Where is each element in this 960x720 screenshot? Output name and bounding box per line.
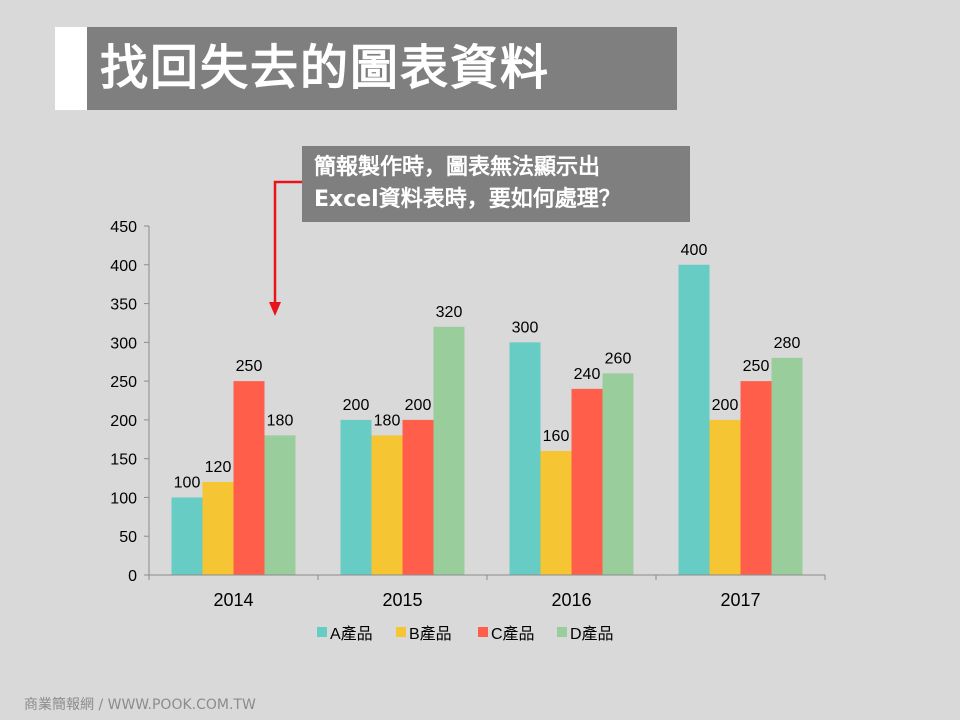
data-label: 240 <box>574 366 601 383</box>
legend-label: B產品 <box>409 625 452 643</box>
y-tick-label: 250 <box>110 374 137 391</box>
bar <box>678 264 710 575</box>
y-tick-label: 350 <box>110 297 137 314</box>
bar <box>233 381 265 575</box>
bar <box>602 373 634 575</box>
data-label: 300 <box>512 319 539 336</box>
data-label: 250 <box>236 358 263 375</box>
slide-title: 找回失去的圖表資料 <box>100 40 551 96</box>
data-label: 400 <box>681 242 708 259</box>
bar <box>571 388 603 575</box>
x-tick-label: 2016 <box>551 590 591 610</box>
x-tick-label: 2017 <box>720 590 760 610</box>
data-label: 120 <box>205 459 232 476</box>
bar <box>540 450 572 575</box>
legend-swatch <box>396 627 406 637</box>
callout-line-2: Excel資料表時，要如何處理？ <box>314 187 621 212</box>
data-label: 260 <box>605 350 632 367</box>
y-tick-label: 100 <box>110 490 137 507</box>
callout-line-1: 簡報製作時，圖表無法顯示出 <box>314 155 601 180</box>
bar <box>771 357 803 575</box>
x-tick-label: 2014 <box>213 590 253 610</box>
bar <box>264 435 296 575</box>
footer-credit: 商業簡報網 / WWW.POOK.COM.TW <box>24 697 256 713</box>
data-label: 320 <box>436 304 463 321</box>
bar <box>402 419 434 575</box>
callout-box: 簡報製作時，圖表無法顯示出 Excel資料表時，要如何處理？ <box>302 146 690 222</box>
data-label: 200 <box>405 397 432 414</box>
bar <box>509 342 541 575</box>
legend-swatch <box>478 627 488 637</box>
y-tick-label: 450 <box>110 219 137 236</box>
title-accent-block <box>55 27 87 110</box>
legend-swatch <box>317 627 327 637</box>
y-tick-label: 300 <box>110 335 137 352</box>
data-label: 180 <box>374 412 401 429</box>
legend-label: D產品 <box>570 625 614 643</box>
bar <box>171 497 203 575</box>
data-label: 200 <box>712 397 739 414</box>
legend-label: A產品 <box>330 625 373 643</box>
bar <box>709 419 741 575</box>
bar <box>433 326 465 575</box>
callout-arrow-line <box>273 180 302 304</box>
data-label: 100 <box>174 474 201 491</box>
y-tick-label: 150 <box>110 452 137 469</box>
data-label: 250 <box>743 358 770 375</box>
x-tick-label: 2015 <box>382 590 422 610</box>
bar <box>202 481 234 575</box>
legend-label: C產品 <box>491 625 535 643</box>
y-tick-label: 400 <box>110 258 137 275</box>
y-tick-label: 0 <box>128 568 137 585</box>
bar <box>740 381 772 575</box>
legend-swatch <box>557 627 567 637</box>
bar <box>371 435 403 575</box>
arrow-down-icon <box>269 302 281 316</box>
data-label: 160 <box>543 428 570 445</box>
title-bar <box>87 27 677 110</box>
bar <box>340 419 372 575</box>
y-tick-label: 50 <box>119 529 137 546</box>
data-label: 200 <box>343 397 370 414</box>
data-label: 280 <box>774 335 801 352</box>
data-label: 180 <box>267 412 294 429</box>
y-tick-label: 200 <box>110 413 137 430</box>
